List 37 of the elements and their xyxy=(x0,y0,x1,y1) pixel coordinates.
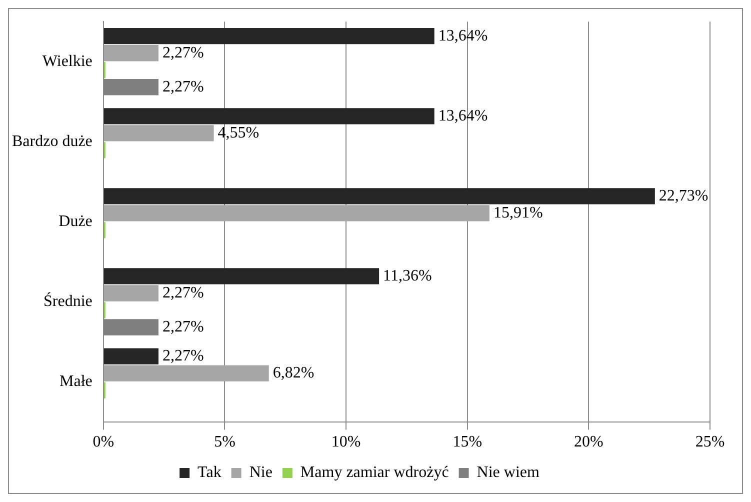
data-label: 2,27% xyxy=(162,78,204,96)
legend-label: Nie wiem xyxy=(476,464,540,482)
bar xyxy=(104,365,269,382)
bar xyxy=(104,348,158,364)
data-label: 22,73% xyxy=(658,187,708,204)
data-label: 2,27% xyxy=(162,44,204,62)
data-label: 15,91% xyxy=(493,204,543,222)
legend-label: Tak xyxy=(198,464,222,482)
x-tick-label: 15% xyxy=(452,434,482,451)
y-tick-label: Wielkie xyxy=(42,52,92,70)
x-tick-label: 20% xyxy=(574,434,604,451)
data-label: 13,64% xyxy=(438,27,488,44)
bar xyxy=(104,108,434,124)
y-tick-label: Duże xyxy=(58,212,92,230)
data-label: 2,27% xyxy=(162,284,204,302)
bar xyxy=(104,45,158,62)
bar xyxy=(104,125,214,142)
x-tick-label: 0% xyxy=(92,434,114,451)
data-label: 4,55% xyxy=(218,124,260,142)
x-tick-label: 10% xyxy=(331,434,361,451)
bar xyxy=(104,285,158,302)
x-tick-label: 5% xyxy=(214,434,236,451)
bar xyxy=(104,188,655,204)
y-tick-label: Bardzo duże xyxy=(12,132,92,150)
bar xyxy=(104,28,434,44)
legend-label: Mamy zamiar wdrożyć xyxy=(300,464,449,482)
bar xyxy=(104,268,380,284)
bar xyxy=(104,205,490,222)
x-tick-label: 25% xyxy=(695,434,725,451)
data-label: 11,36% xyxy=(383,267,432,284)
legend-label: Nie xyxy=(249,464,272,482)
data-label: 6,82% xyxy=(272,364,314,382)
y-tick-label: Średnie xyxy=(44,292,92,310)
data-label: 2,27% xyxy=(162,347,204,364)
data-label: 2,27% xyxy=(162,318,204,336)
y-tick-label: Małe xyxy=(60,372,92,390)
data-label: 13,64% xyxy=(438,107,488,124)
